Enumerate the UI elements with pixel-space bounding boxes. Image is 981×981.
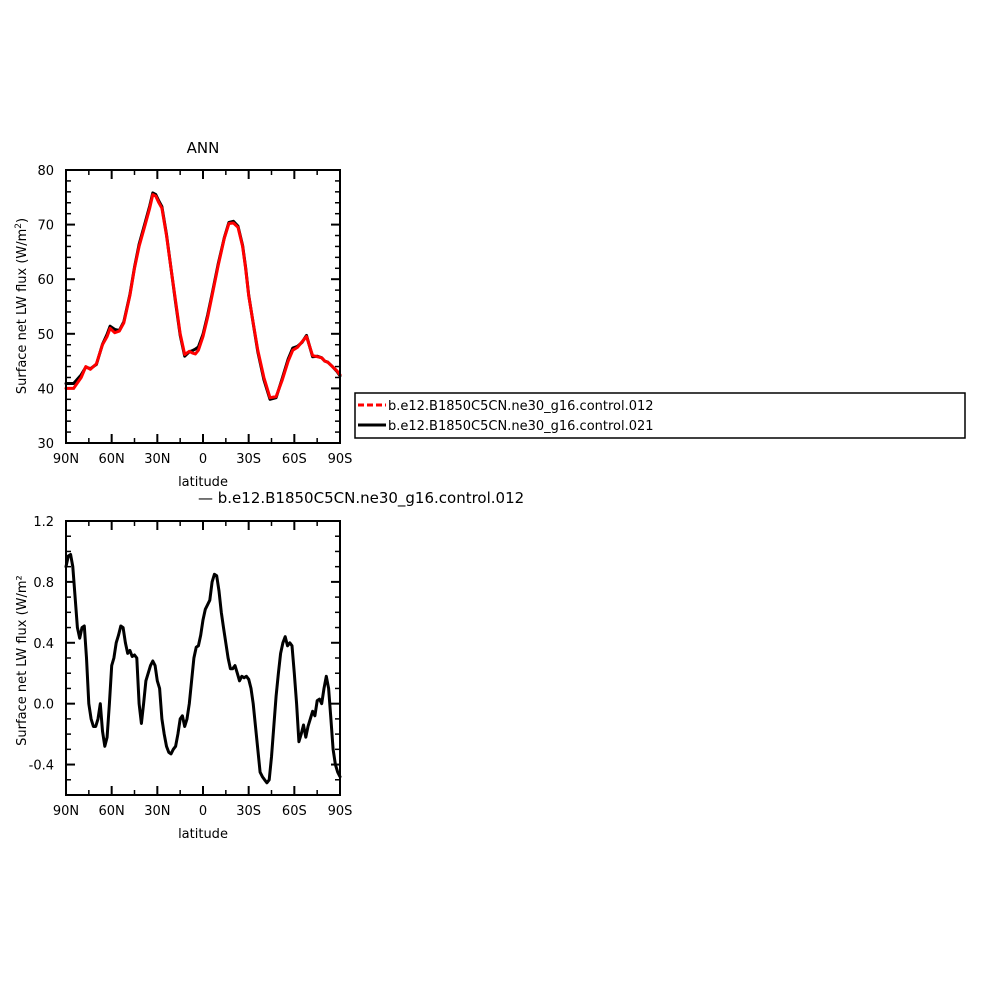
y-tick-label: 60 xyxy=(37,273,54,288)
x-tick-label: 30N xyxy=(144,804,170,819)
y-tick-label: 70 xyxy=(37,219,54,234)
x-tick-label: 60S xyxy=(282,452,307,467)
bottom-y-axis-title: Surface net LW flux (W/m²) xyxy=(15,570,30,746)
x-tick-label: 30S xyxy=(236,804,261,819)
legend: b.e12.B1850C5CN.ne30_g16.control.012 b.e… xyxy=(354,392,966,439)
bottom-plot-frame xyxy=(65,520,341,796)
legend-box xyxy=(354,392,966,439)
x-tick-label: 90S xyxy=(328,804,353,819)
top-plot-frame xyxy=(65,169,341,444)
x-tick-label: 90N xyxy=(53,804,79,819)
x-tick-label: 60N xyxy=(99,804,125,819)
legend-label-021: b.e12.B1850C5CN.ne30_g16.control.021 xyxy=(388,419,654,434)
y-tick-label: 50 xyxy=(37,328,54,343)
y-tick-label: -0.4 xyxy=(29,759,54,774)
bottom-plot-title: — b.e12.B1850C5CN.ne30_g16.control.012 xyxy=(198,489,524,508)
top-plot-series xyxy=(64,191,342,401)
x-tick-label: 30S xyxy=(236,452,261,467)
x-tick-label: 60N xyxy=(99,452,125,467)
y-tick-label: 0.8 xyxy=(33,576,54,591)
bottom-x-axis-title: latitude xyxy=(178,827,228,842)
x-tick-label: 60S xyxy=(282,804,307,819)
bottom-plot: — b.e12.B1850C5CN.ne30_g16.control.012 9… xyxy=(15,489,524,842)
top-plot-title: ANN xyxy=(187,139,220,157)
top-y-axis-title: Surface net LW flux (W/m2) xyxy=(14,218,30,394)
y-tick-label: 40 xyxy=(37,382,54,397)
x-tick-label: 0 xyxy=(199,804,207,819)
x-tick-label: 90S xyxy=(328,452,353,467)
top-plot: ANN 90N 60N 30N 0 30S 60S 90S 30 40 50 60 70 80 lati… xyxy=(14,139,352,490)
legend-label-012: b.e12.B1850C5CN.ne30_g16.control.012 xyxy=(388,399,654,414)
bottom-plot-series xyxy=(64,553,342,785)
series-line-012 xyxy=(64,193,342,400)
x-tick-label: 90N xyxy=(53,452,79,467)
y-tick-label: 30 xyxy=(37,437,54,452)
y-tick-label: 0.0 xyxy=(33,698,54,713)
y-tick-label: 1.2 xyxy=(33,515,54,530)
x-tick-label: 0 xyxy=(199,452,207,467)
y-tick-label: 0.4 xyxy=(33,637,54,652)
x-tick-label: 30N xyxy=(144,452,170,467)
top-x-axis-title: latitude xyxy=(178,475,228,490)
y-tick-label: 80 xyxy=(37,164,54,179)
series-line-012 xyxy=(64,553,342,785)
